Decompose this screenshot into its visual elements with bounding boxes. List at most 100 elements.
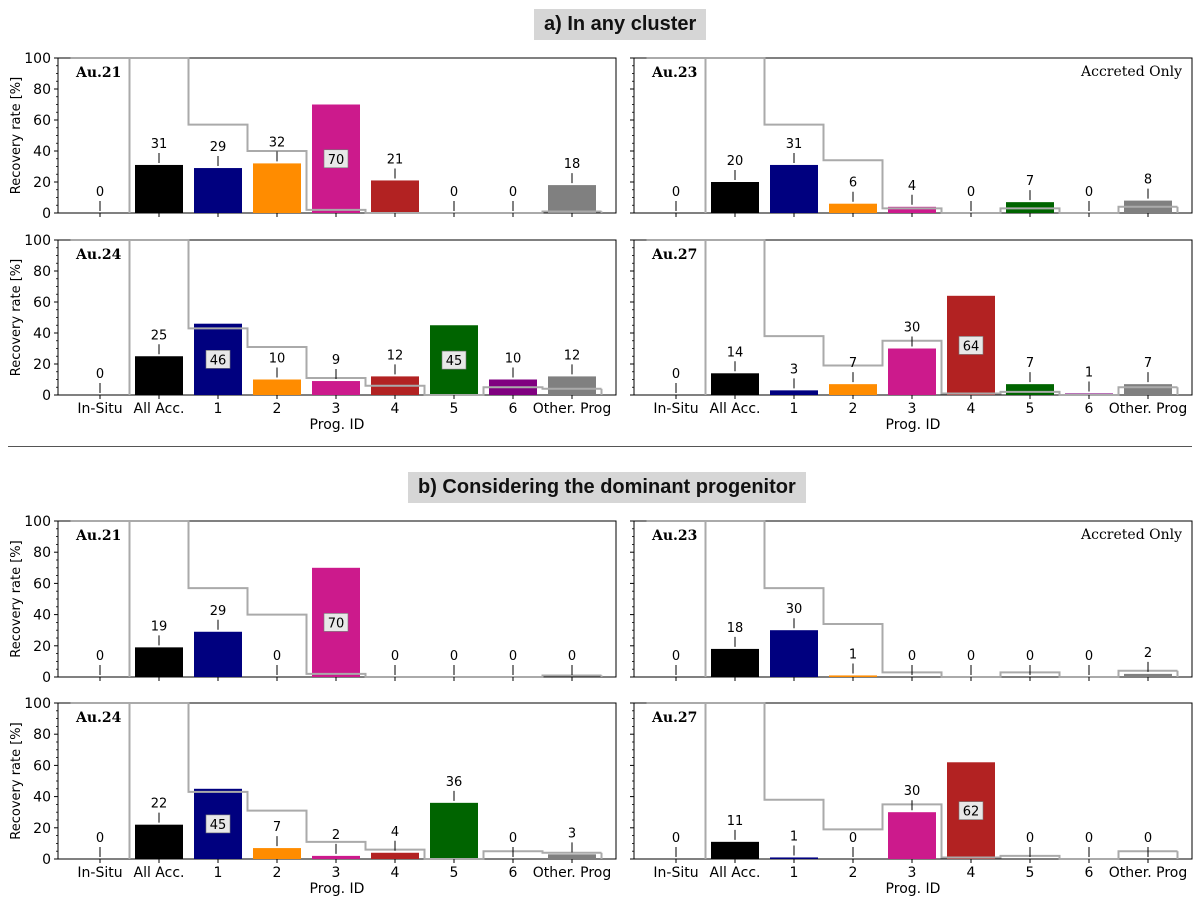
bar-a-au27-1 <box>770 390 818 395</box>
value-label-b-au24: 0 <box>96 831 104 846</box>
x-axis-label-b-au24: Prog. ID <box>310 881 365 897</box>
value-label-b-au24: 2 <box>332 828 340 843</box>
y-tick-label-a-au21: 80 <box>33 82 51 98</box>
value-label-b-au24: 7 <box>273 820 281 835</box>
x-tick-label-a-au27: 6 <box>1085 401 1094 417</box>
bar-a-au21-2 <box>253 163 301 213</box>
value-label-b-au27: 11 <box>727 814 744 829</box>
value-label-a-au27: 30 <box>904 321 921 336</box>
value-label-a-au23: 4 <box>908 179 916 194</box>
value-label-b-au21: 0 <box>509 649 517 664</box>
panel-label-b-au24: Au.24 <box>75 710 122 726</box>
value-label-b-au24: 22 <box>151 797 168 812</box>
x-tick-label-b-au27: 3 <box>908 865 917 881</box>
value-label-b-au27: 0 <box>1026 831 1034 846</box>
y-tick-label-b-au24: 80 <box>33 727 51 743</box>
value-label-a-au21: 0 <box>96 185 104 200</box>
value-label-a-au21: 21 <box>387 152 404 167</box>
y-tick-label-a-au24: 60 <box>33 295 51 311</box>
section-title-b: b) Considering the dominant progenitor <box>408 472 806 503</box>
value-label-a-au23: 0 <box>967 185 975 200</box>
value-label-a-au24: 10 <box>505 352 522 367</box>
value-label-b-au23: 0 <box>967 649 975 664</box>
x-tick-label-a-au24: 3 <box>332 401 341 417</box>
bar-a-au24-3 <box>312 381 360 395</box>
x-tick-label-b-au24: 5 <box>450 865 459 881</box>
value-box-a-au24 <box>441 350 467 370</box>
x-tick-label-b-au24: 6 <box>509 865 518 881</box>
y-axis-label-b-au21: Recovery rate [%] <box>9 540 24 657</box>
section-title-a: a) In any cluster <box>534 9 707 40</box>
y-tick-label-b-au21: 40 <box>33 608 51 624</box>
value-label-a-au27: 7 <box>1026 356 1034 371</box>
value-label-b-au27: 30 <box>904 784 921 799</box>
value-label-b-au24: 3 <box>568 826 576 841</box>
value-label-a-au21: 70 <box>328 153 345 168</box>
bar-a-au24-2 <box>253 379 301 395</box>
value-label-a-au21: 31 <box>151 137 168 152</box>
value-label-a-au27: 1 <box>1085 365 1093 380</box>
panel-annotation-b-au23: Accreted Only <box>1080 527 1182 543</box>
value-label-b-au21: 29 <box>210 604 227 619</box>
x-axis-label-a-au24: Prog. ID <box>310 417 365 433</box>
bar-a-au24-allacc <box>135 356 183 395</box>
value-label-b-au27: 62 <box>963 805 980 820</box>
value-label-a-au27: 3 <box>790 362 798 377</box>
value-label-a-au21: 32 <box>269 135 286 150</box>
x-axis-label-b-au27: Prog. ID <box>886 881 941 897</box>
y-tick-label-a-au24: 80 <box>33 264 51 280</box>
x-tick-label-a-au24: In-Situ <box>77 401 122 417</box>
value-label-b-au21: 0 <box>391 649 399 664</box>
value-box-a-au27 <box>958 336 984 355</box>
x-tick-label-a-au27: 4 <box>967 401 976 417</box>
y-tick-label-a-au24: 20 <box>33 357 51 373</box>
x-tick-label-b-au24: 2 <box>273 865 282 881</box>
value-label-b-au21: 0 <box>450 649 458 664</box>
value-label-a-au23: 20 <box>727 154 744 169</box>
panel-label-a-au27: Au.27 <box>651 247 697 263</box>
y-tick-label-b-au21: 100 <box>24 514 51 530</box>
y-tick-label-a-au21: 100 <box>24 51 51 67</box>
x-tick-label-b-au27: In-Situ <box>653 865 698 881</box>
bar-b-au24-5 <box>430 802 478 859</box>
x-tick-label-a-au27: 5 <box>1026 401 1035 417</box>
y-tick-label-a-au24: 40 <box>33 326 51 342</box>
x-tick-label-b-au27: 2 <box>849 865 858 881</box>
value-label-a-au24: 25 <box>151 328 168 343</box>
bar-b-au23-otherprog <box>1124 673 1172 677</box>
value-label-a-au21: 0 <box>509 185 517 200</box>
value-label-b-au21: 70 <box>328 616 345 631</box>
bar-a-au23-2 <box>829 203 877 213</box>
x-tick-label-b-au27: 6 <box>1085 865 1094 881</box>
value-label-a-au27: 7 <box>1144 356 1152 371</box>
bar-a-au27-otherprog <box>1124 384 1172 395</box>
value-label-b-au23: 18 <box>727 621 744 636</box>
x-tick-label-b-au24: 3 <box>332 865 341 881</box>
value-label-a-au27: 14 <box>727 345 744 360</box>
y-tick-label-b-au21: 60 <box>33 576 51 592</box>
x-tick-label-a-au24: All Acc. <box>134 401 185 417</box>
x-tick-label-a-au24: 4 <box>391 401 400 417</box>
x-tick-label-a-au27: Other. Prog <box>1109 401 1187 417</box>
bar-a-au21-allacc <box>135 164 183 213</box>
section-divider <box>8 446 1192 447</box>
y-tick-label-b-au21: 20 <box>33 639 51 655</box>
bar-b-au24-otherprog <box>548 854 596 859</box>
bar-a-au27-3 <box>888 348 936 395</box>
x-tick-label-b-au24: In-Situ <box>77 865 122 881</box>
bar-b-au24-3 <box>312 855 360 859</box>
value-label-a-au24: 45 <box>446 354 463 369</box>
bar-b-au23-1 <box>770 630 818 677</box>
y-tick-label-a-au24: 100 <box>24 233 51 249</box>
step-outline-a-au21 <box>70 57 602 214</box>
y-axis-label-a-au24: Recovery rate [%] <box>9 259 24 376</box>
value-label-b-au27: 0 <box>672 831 680 846</box>
y-tick-label-a-au21: 20 <box>33 175 51 191</box>
x-tick-label-a-au24: Other. Prog <box>533 401 611 417</box>
value-label-b-au27: 0 <box>1085 831 1093 846</box>
x-tick-label-a-au24: 1 <box>214 401 223 417</box>
value-label-a-au21: 0 <box>450 185 458 200</box>
value-label-a-au23: 6 <box>849 176 857 191</box>
x-tick-label-b-au24: 4 <box>391 865 400 881</box>
value-label-b-au23: 0 <box>1085 649 1093 664</box>
